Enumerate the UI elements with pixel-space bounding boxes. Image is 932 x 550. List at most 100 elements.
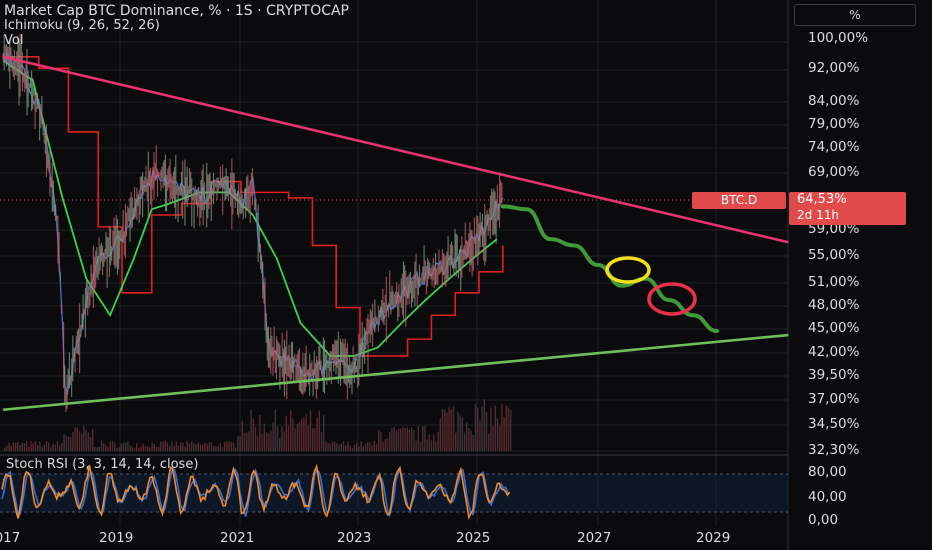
y-tick-label: 34,50%	[808, 416, 860, 432]
volume-bar	[481, 406, 483, 451]
volume-legend[interactable]: Vol	[4, 33, 24, 48]
volume-bar	[125, 442, 127, 451]
volume-bar	[448, 407, 450, 451]
volume-bar	[8, 442, 10, 451]
volume-bar	[111, 441, 114, 451]
projection-yellow-circle	[605, 256, 651, 284]
volume-bar	[191, 441, 193, 451]
volume-bar	[221, 447, 224, 451]
volume-bar	[250, 409, 252, 451]
volume-bar	[340, 443, 342, 451]
price-tag: 64,53% 2d 11h	[789, 192, 906, 225]
volume-bar	[186, 440, 188, 451]
volume-bar	[239, 435, 241, 451]
volume-bar	[94, 447, 96, 451]
volume-bar	[316, 417, 318, 451]
percent-scale-button[interactable]: %	[794, 4, 916, 26]
volume-bar	[127, 441, 129, 451]
volume-bar	[116, 447, 118, 451]
volume-bar	[61, 443, 63, 451]
volume-bar	[371, 445, 373, 451]
volume-bar	[411, 427, 413, 451]
volume-bar	[479, 420, 481, 451]
volume-bar	[246, 432, 248, 451]
volume-bar	[503, 417, 505, 451]
volume-bar	[259, 414, 261, 451]
volume-bar	[490, 407, 492, 451]
volume-bar	[195, 444, 197, 451]
volume-bar	[444, 409, 446, 451]
volume-bar	[325, 441, 327, 451]
volume-bar	[87, 432, 89, 451]
y-tick-label: 32,30%	[808, 442, 860, 458]
volume-bar	[492, 426, 494, 451]
volume-bar	[41, 446, 43, 451]
volume-bar	[133, 447, 136, 451]
volume-bar	[215, 446, 217, 451]
volume-bar	[120, 443, 122, 451]
volume-bar	[217, 445, 219, 451]
volume-bar	[395, 430, 397, 451]
volume-bar	[364, 443, 367, 451]
x-tick-label: 2021	[220, 530, 255, 546]
ichimoku-legend[interactable]: Ichimoku (9, 26, 52, 26)	[4, 18, 160, 33]
volume-bar	[169, 446, 171, 451]
volume-bar	[455, 432, 457, 451]
volume-bar	[477, 407, 479, 451]
volume-bar	[419, 441, 422, 451]
volume-bar	[351, 447, 353, 451]
chart-title: Market Cap BTC Dominance, % · 1S · CRYPT…	[4, 3, 350, 19]
volume-bar	[393, 426, 395, 451]
volume-bar	[85, 430, 87, 451]
volume-bar	[76, 427, 78, 451]
x-tick-label: 2017	[0, 530, 21, 546]
volume-bar	[323, 415, 325, 451]
volume-bar	[362, 446, 364, 451]
ichimoku-cloud-line	[3, 55, 504, 357]
volume-bar	[232, 442, 235, 451]
volume-bar	[472, 434, 474, 451]
volume-bar	[96, 447, 98, 451]
volume-bar	[367, 441, 369, 451]
volume-bar	[149, 447, 151, 451]
volume-bar	[74, 426, 76, 451]
volume-bar	[147, 446, 149, 451]
volume-bar	[485, 411, 488, 451]
support-trendline	[2, 333, 789, 412]
volume-bar	[461, 417, 463, 451]
volume-bar	[400, 428, 402, 451]
volume-bar	[263, 423, 265, 451]
symbol-tag: BTC.D	[692, 192, 786, 209]
y-tick-label: 55,00%	[808, 247, 860, 263]
volume-bar	[199, 444, 202, 451]
volume-bar	[50, 447, 52, 451]
volume-bar	[166, 442, 169, 451]
volume-bar	[488, 433, 490, 451]
projection-drawing[interactable]	[500, 204, 719, 333]
stoch-rsi-legend[interactable]: Stoch RSI (3, 3, 14, 14, close)	[6, 457, 199, 472]
volume-bar	[184, 446, 186, 451]
volume-bar	[406, 427, 408, 451]
volume-bar	[182, 442, 184, 451]
stoch-lines	[1, 463, 511, 521]
volume-bar	[309, 410, 312, 451]
volume-bar	[59, 445, 61, 451]
volume-bar	[417, 425, 419, 451]
volume-bar	[177, 445, 180, 451]
volume-bar	[92, 428, 94, 451]
volume-bar	[248, 431, 250, 451]
volume-bar	[314, 428, 316, 451]
trend-lines[interactable]	[2, 55, 789, 412]
volume-bar	[243, 432, 246, 451]
volume-bar	[384, 438, 386, 451]
volume-bar	[296, 423, 298, 451]
volume-bar	[389, 431, 391, 451]
volume-bar	[28, 446, 30, 451]
volume-bars	[4, 399, 512, 451]
projection-red-circle	[647, 282, 697, 316]
volume-bar	[30, 441, 32, 451]
volume-bar	[37, 445, 39, 451]
y-tick-label: 79,00%	[808, 116, 860, 132]
